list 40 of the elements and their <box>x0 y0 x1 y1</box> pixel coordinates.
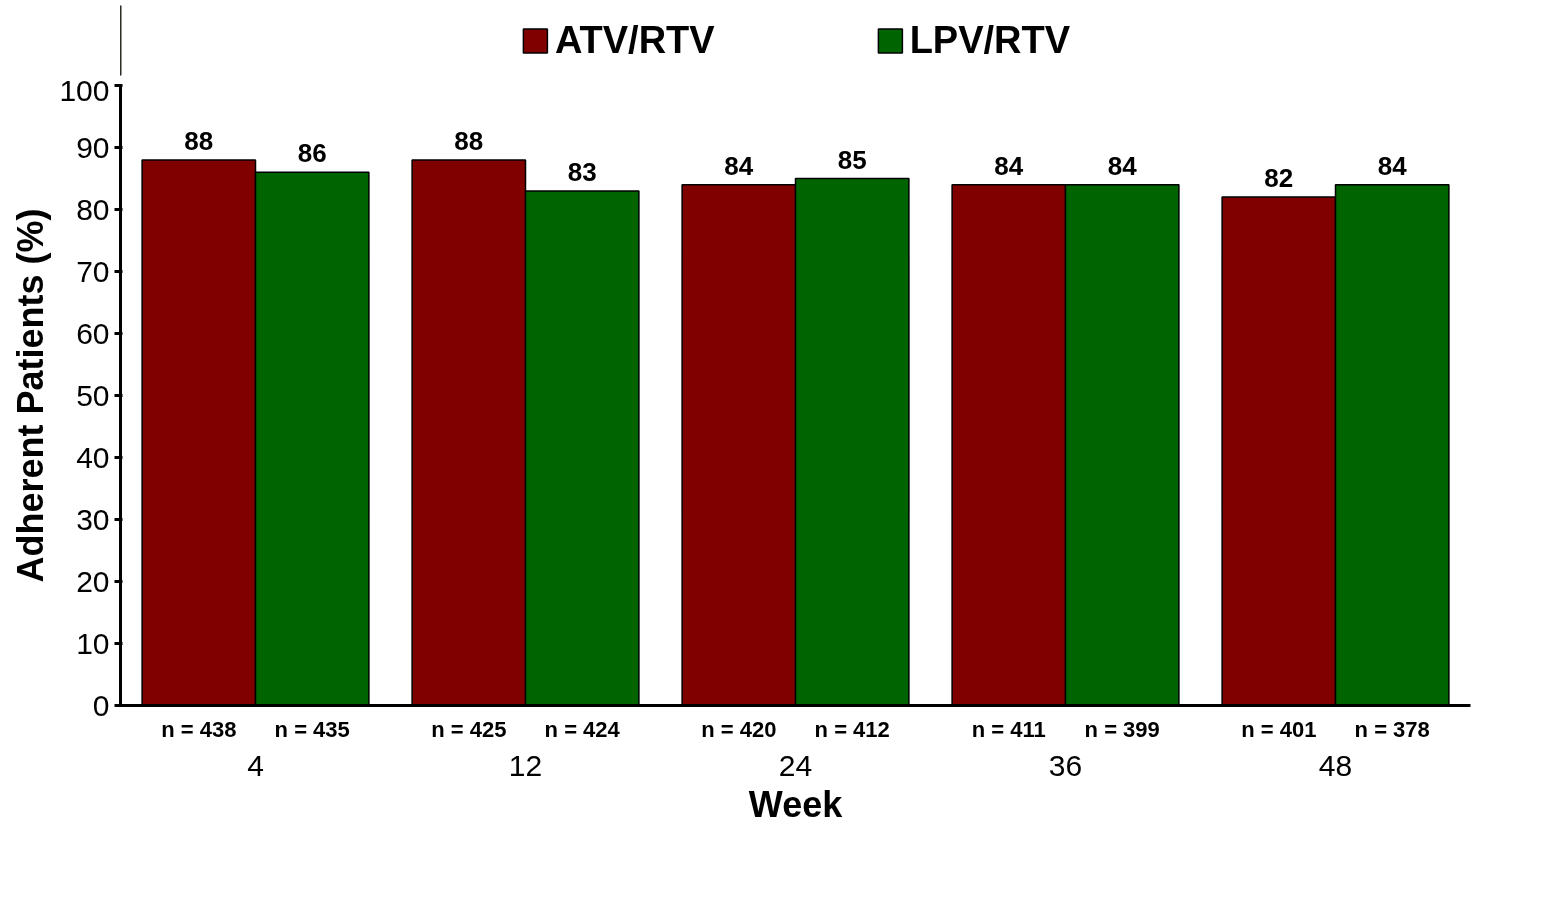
text: n = 412 <box>814 716 890 742</box>
x-tick-label: 48 <box>1318 748 1353 782</box>
text: n = 399 <box>1084 716 1160 742</box>
y-tick-label: 40 <box>76 440 110 474</box>
x-tick-label: 36 <box>1048 748 1083 782</box>
text: n = 438 <box>161 716 237 742</box>
data-label: 84 <box>994 150 1024 181</box>
data-label: 82 <box>1264 163 1294 194</box>
legend-label: LPV/RTV <box>909 18 1071 62</box>
y-tick-label: 0 <box>92 688 110 722</box>
x-tick-label: 24 <box>778 748 813 782</box>
text: n = 435 <box>274 716 350 742</box>
x-tick-label: 12 <box>508 748 543 782</box>
y-tick-label: 20 <box>76 564 110 598</box>
data-label: 84 <box>724 150 754 181</box>
y-tick-label: 90 <box>76 130 110 164</box>
y-tick-label: 50 <box>76 378 110 412</box>
text: n = 425 <box>431 716 507 742</box>
data-label: 85 <box>837 144 867 175</box>
data-label: 86 <box>297 138 327 169</box>
y-tick-label: 80 <box>76 192 110 226</box>
x-tick-label: 4 <box>247 748 264 782</box>
y-axis-title: Adherent Patients (%) <box>10 208 52 583</box>
text: n = 378 <box>1354 716 1430 742</box>
y-tick-label: 100 <box>59 73 110 107</box>
y-tick-label: 10 <box>76 626 110 660</box>
data-label: 88 <box>184 125 214 156</box>
text: n = 424 <box>544 716 621 742</box>
data-label: 88 <box>454 125 484 156</box>
text: n = 411 <box>971 716 1046 742</box>
y-tick-label: 60 <box>76 316 110 350</box>
y-tick-label: 70 <box>76 254 110 288</box>
data-label: 84 <box>1107 150 1138 181</box>
x-axis-title: Week <box>748 783 844 825</box>
y-tick-label: 30 <box>76 502 110 536</box>
text: n = 401 <box>1241 716 1317 742</box>
text: n = 420 <box>701 716 777 742</box>
legend-label: ATV/RTV <box>554 18 715 62</box>
data-label: 84 <box>1377 150 1408 181</box>
data-label: 83 <box>567 156 597 187</box>
